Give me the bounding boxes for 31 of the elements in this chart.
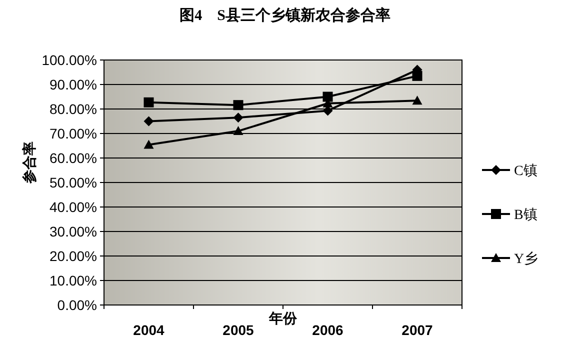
point: [144, 140, 154, 149]
y-tick-label: 50.00%: [50, 174, 97, 190]
y-tick-label: 60.00%: [50, 150, 97, 166]
x-tick-label: 2006: [312, 322, 344, 338]
point: [233, 100, 244, 110]
point: [412, 96, 422, 105]
y-tick-label: 20.00%: [50, 248, 97, 264]
legend-label: B镇: [514, 207, 538, 223]
point: [412, 70, 422, 81]
y-axis-title: 参合率: [21, 142, 37, 184]
point: [233, 112, 244, 123]
x-tick-label: 2004: [133, 322, 165, 338]
y-tick-label: 40.00%: [50, 199, 97, 215]
point: [233, 126, 244, 136]
point: [144, 116, 154, 126]
y-tick-label: 80.00%: [50, 101, 97, 117]
point: [322, 92, 333, 102]
y-tick-label: 70.00%: [50, 126, 97, 142]
chart-title: 图4 S县三个乡镇新农合参合率: [180, 6, 390, 24]
y-tick-label: 0.00%: [57, 297, 97, 313]
x-axis-title: 年份: [268, 310, 298, 326]
y-tick-label: 30.00%: [50, 224, 97, 240]
x-tick-label: 2007: [402, 322, 434, 338]
y-tick-label: 100.00%: [42, 52, 97, 68]
y-tick-label: 90.00%: [50, 76, 97, 92]
point: [322, 106, 333, 116]
point: [144, 97, 154, 108]
x-tick-label: 2005: [222, 322, 254, 338]
legend-label: C镇: [514, 163, 538, 179]
legend-label: Y乡: [514, 251, 538, 267]
y-tick-label: 10.00%: [50, 272, 97, 288]
